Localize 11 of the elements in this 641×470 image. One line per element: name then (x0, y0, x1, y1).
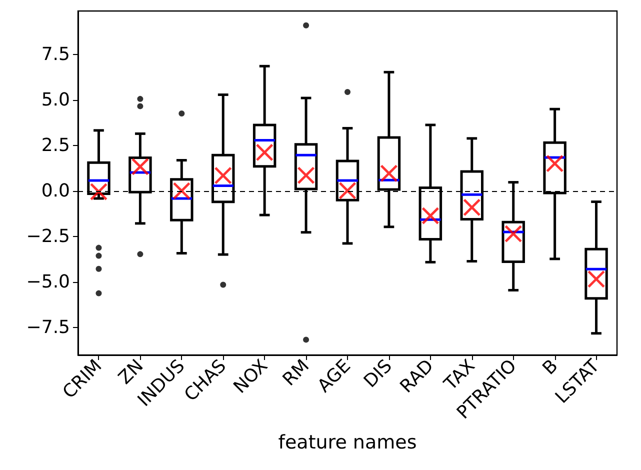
y-tick-label: 5.0 (41, 90, 70, 111)
x-tick-label: DIS (360, 356, 396, 392)
y-tick-label: −2.5 (26, 226, 70, 248)
y-tick-label: −7.5 (26, 317, 70, 338)
y-tick-label: −5.0 (26, 272, 70, 293)
x-tick-label: RM (278, 356, 314, 390)
y-tick-label: 0.0 (41, 180, 70, 202)
y-tick-label: 2.5 (41, 135, 70, 156)
x-axis-title: feature names (278, 432, 417, 454)
y-tick-label: 7.5 (41, 44, 70, 66)
x-tick-label: B (538, 356, 562, 380)
